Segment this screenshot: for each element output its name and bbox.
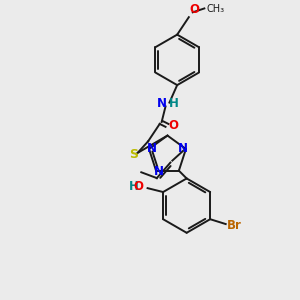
Text: Br: Br bbox=[227, 218, 242, 232]
Text: O: O bbox=[168, 119, 178, 132]
Text: H: H bbox=[129, 180, 139, 193]
Text: S: S bbox=[129, 148, 138, 161]
Text: H: H bbox=[168, 97, 178, 110]
Text: N: N bbox=[178, 142, 188, 154]
Text: O: O bbox=[134, 180, 144, 193]
Text: CH₃: CH₃ bbox=[206, 4, 224, 14]
Text: O: O bbox=[190, 3, 200, 16]
Text: N: N bbox=[154, 165, 164, 178]
Text: N: N bbox=[157, 97, 166, 110]
Text: N: N bbox=[147, 142, 157, 154]
